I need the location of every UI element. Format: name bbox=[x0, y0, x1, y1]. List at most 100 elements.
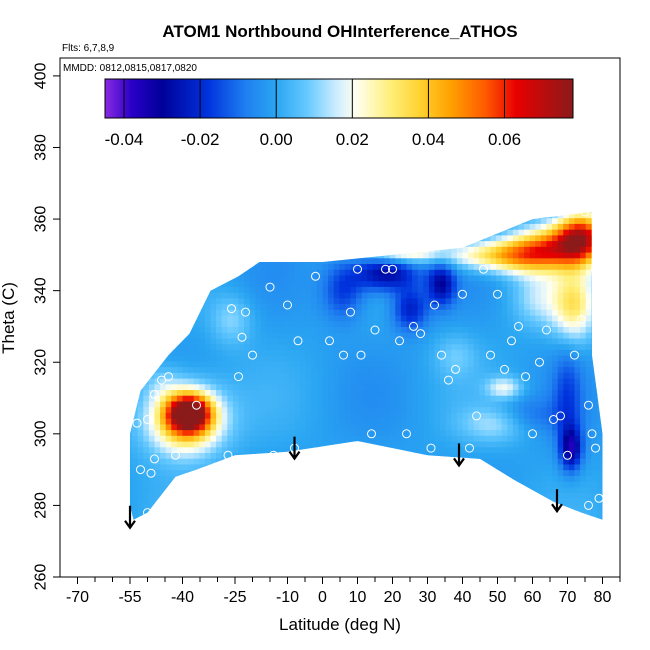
heatmap-cell bbox=[238, 412, 245, 419]
heatmap-cell bbox=[232, 326, 240, 333]
heatmap-cell bbox=[389, 211, 396, 219]
heatmap-cell bbox=[507, 246, 514, 253]
heatmap-cell bbox=[473, 481, 480, 488]
heatmap-cell bbox=[585, 349, 592, 356]
heatmap-cell bbox=[462, 315, 469, 322]
heatmap-cell bbox=[255, 309, 262, 316]
heatmap-cell bbox=[428, 360, 436, 368]
heatmap-cell bbox=[400, 389, 408, 396]
heatmap-cell bbox=[484, 389, 492, 396]
heatmap-cell bbox=[244, 515, 251, 520]
heatmap-cell bbox=[344, 343, 352, 350]
heatmap-cell bbox=[339, 315, 346, 322]
heatmap-cell bbox=[160, 343, 167, 350]
heatmap-cell bbox=[316, 389, 324, 396]
heatmap-cell bbox=[216, 475, 223, 482]
heatmap-cell bbox=[395, 452, 402, 459]
sample-point bbox=[339, 350, 348, 360]
heatmap-cell bbox=[244, 234, 251, 242]
heatmap-cell bbox=[512, 303, 520, 310]
heatmap-cell bbox=[344, 252, 352, 259]
heatmap-cell bbox=[300, 286, 307, 293]
heatmap-cell bbox=[210, 366, 217, 373]
heatmap-cell bbox=[272, 303, 279, 310]
heatmap-cell bbox=[148, 418, 156, 425]
heatmap-cell bbox=[154, 469, 161, 476]
heatmap-cell bbox=[132, 475, 139, 482]
sample-point bbox=[136, 465, 145, 475]
heatmap-cell bbox=[417, 389, 424, 396]
heatmap-cell bbox=[501, 355, 508, 362]
heatmap-cell bbox=[328, 343, 335, 350]
heatmap-cell bbox=[305, 332, 312, 339]
heatmap-cell bbox=[540, 286, 548, 293]
heatmap-cell bbox=[216, 229, 223, 236]
heatmap-cell bbox=[171, 418, 178, 425]
heatmap-cell bbox=[132, 406, 139, 413]
heatmap-cell bbox=[445, 355, 452, 362]
heatmap-cell bbox=[540, 498, 548, 505]
heatmap-cell bbox=[255, 332, 262, 339]
heatmap-cell bbox=[557, 292, 564, 299]
heatmap-cell bbox=[384, 469, 391, 476]
heatmap-cell bbox=[171, 441, 178, 448]
heatmap-cell bbox=[591, 446, 598, 453]
heatmap-cell bbox=[160, 481, 167, 488]
heatmap-cell bbox=[496, 475, 503, 482]
heatmap-cell bbox=[171, 343, 178, 350]
heatmap-cell bbox=[540, 486, 548, 494]
heatmap-cell bbox=[356, 309, 363, 316]
heatmap-cell bbox=[137, 252, 144, 259]
heatmap-cell bbox=[249, 217, 256, 224]
chart-title: ATOM1 Northbound OHInterference_ATHOS bbox=[162, 22, 517, 41]
heatmap-cell bbox=[356, 469, 363, 476]
heatmap-cell bbox=[563, 240, 570, 247]
heatmap-cell bbox=[333, 269, 340, 276]
heatmap-cell bbox=[249, 418, 256, 425]
heatmap-cell bbox=[490, 337, 497, 345]
heatmap-cell bbox=[305, 383, 312, 390]
heatmap-cell bbox=[417, 452, 424, 459]
heatmap-cell bbox=[367, 263, 374, 270]
heatmap-cell bbox=[535, 406, 542, 413]
heatmap-cell bbox=[249, 383, 256, 390]
heatmap-cell bbox=[367, 349, 374, 356]
heatmap-cell bbox=[462, 229, 469, 236]
heatmap-cell bbox=[423, 292, 430, 299]
heatmap-cell bbox=[244, 349, 251, 356]
heatmap-cell bbox=[440, 355, 447, 362]
heatmap-cell bbox=[350, 229, 357, 236]
sample-point bbox=[227, 304, 236, 314]
heatmap-cell bbox=[463, 521, 469, 527]
heatmap-cell bbox=[546, 337, 553, 345]
heatmap-cell bbox=[227, 406, 234, 413]
heatmap-cell bbox=[311, 441, 318, 448]
heatmap-cell bbox=[294, 303, 301, 310]
heatmap-cell bbox=[238, 515, 245, 520]
heatmap-cell bbox=[518, 211, 525, 213]
heatmap-cell bbox=[378, 211, 385, 219]
heatmap-cell bbox=[596, 486, 603, 494]
heatmap-cell bbox=[490, 446, 497, 453]
heatmap-cell bbox=[412, 280, 419, 287]
heatmap-cell bbox=[260, 435, 268, 442]
heatmap-cell bbox=[205, 201, 211, 207]
heatmap-cell bbox=[451, 395, 458, 402]
heatmap-cell bbox=[569, 521, 575, 527]
heatmap-cell bbox=[244, 337, 251, 345]
heatmap-cell bbox=[137, 395, 144, 402]
heatmap-cell bbox=[473, 486, 480, 494]
heatmap-cell bbox=[512, 504, 520, 511]
heatmap-cell bbox=[311, 446, 318, 453]
heatmap-cell bbox=[238, 423, 245, 431]
heatmap-cell bbox=[266, 246, 273, 253]
heatmap-cell bbox=[221, 349, 228, 356]
heatmap-cell bbox=[395, 286, 402, 293]
heatmap-cell bbox=[563, 246, 570, 253]
heatmap-cell bbox=[512, 309, 520, 316]
heatmap-cell bbox=[316, 240, 324, 247]
heatmap-cell bbox=[389, 366, 396, 373]
heatmap-cell bbox=[305, 263, 312, 270]
heatmap-cell bbox=[350, 217, 357, 224]
heatmap-cell bbox=[267, 201, 273, 207]
